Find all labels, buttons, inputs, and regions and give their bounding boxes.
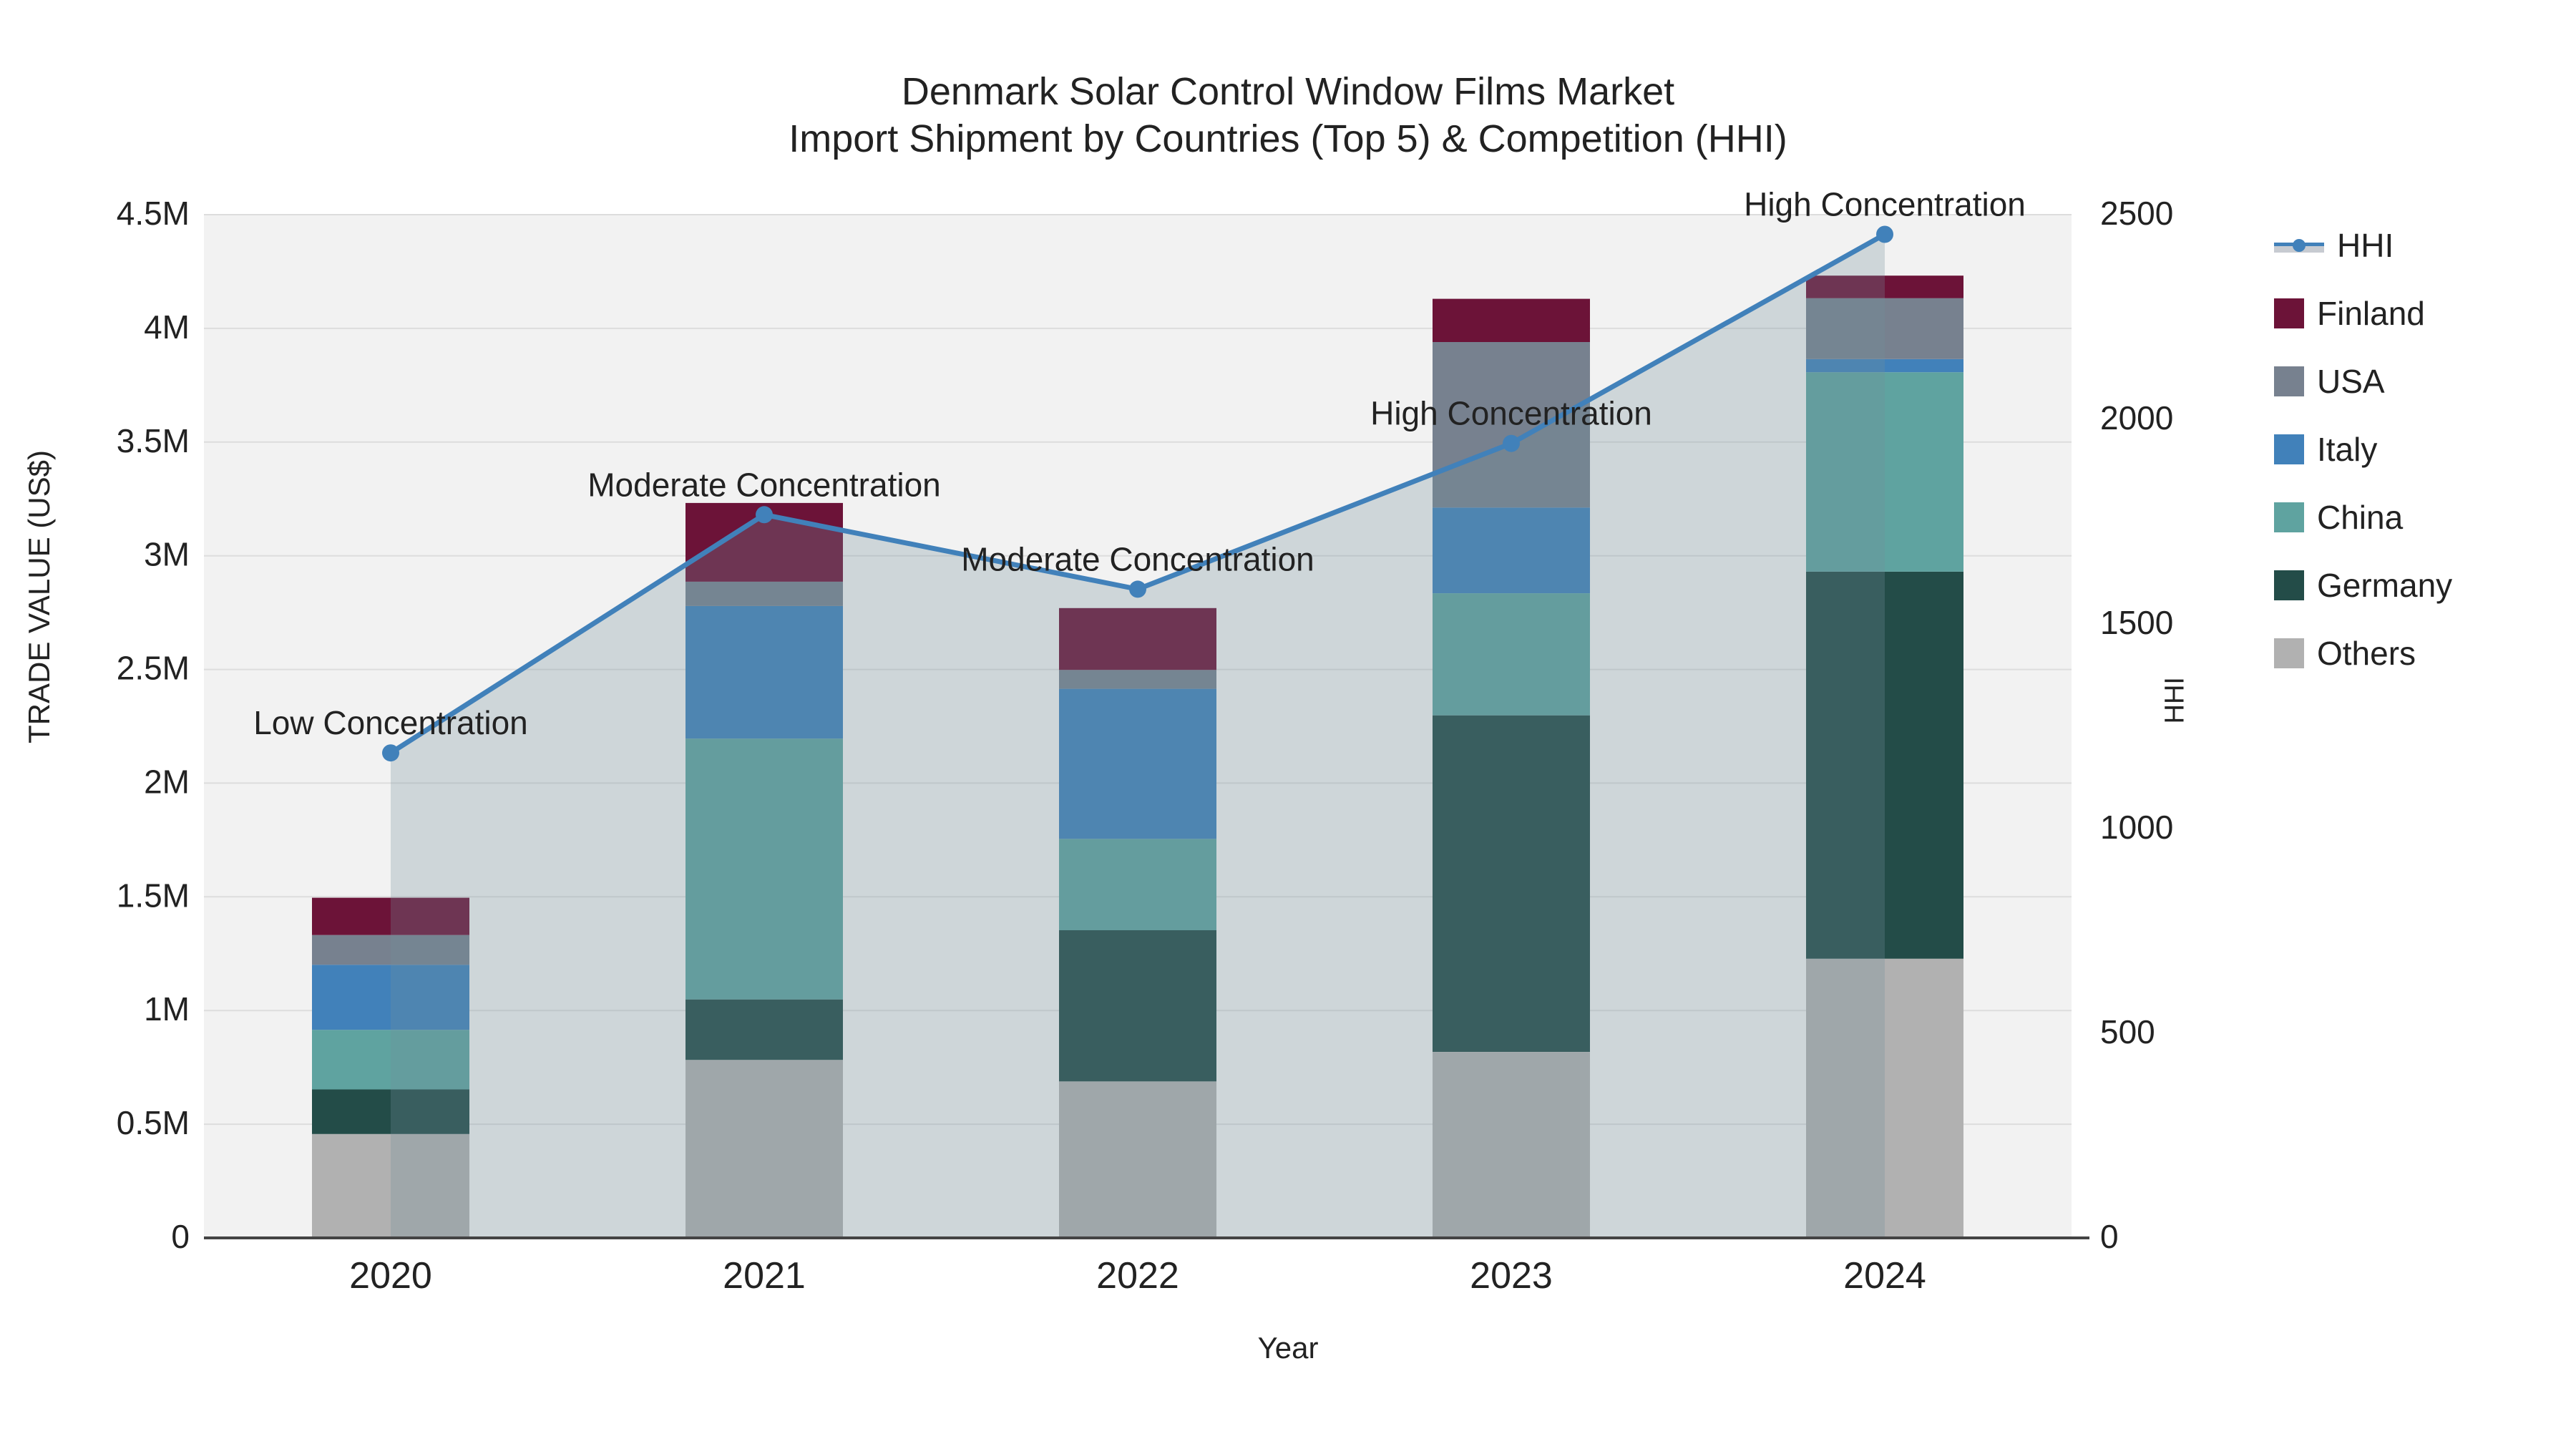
svg-text:2M: 2M bbox=[144, 763, 190, 800]
svg-text:4.5M: 4.5M bbox=[117, 195, 190, 232]
svg-text:0: 0 bbox=[171, 1218, 190, 1255]
svg-text:1500: 1500 bbox=[2100, 604, 2173, 641]
svg-text:0: 0 bbox=[2100, 1218, 2119, 1255]
svg-text:2021: 2021 bbox=[723, 1255, 806, 1297]
svg-text:2500: 2500 bbox=[2100, 195, 2173, 232]
svg-text:1000: 1000 bbox=[2100, 809, 2173, 846]
svg-text:0.5M: 0.5M bbox=[117, 1104, 190, 1141]
svg-text:2023: 2023 bbox=[1470, 1255, 1553, 1297]
svg-text:3M: 3M bbox=[144, 536, 190, 573]
svg-text:500: 500 bbox=[2100, 1013, 2155, 1050]
svg-text:High Concentration: High Concentration bbox=[1744, 186, 2026, 223]
svg-text:3.5M: 3.5M bbox=[117, 422, 190, 459]
svg-text:2.5M: 2.5M bbox=[117, 650, 190, 687]
svg-text:2024: 2024 bbox=[1843, 1255, 1926, 1297]
svg-text:2000: 2000 bbox=[2100, 399, 2173, 436]
svg-text:2020: 2020 bbox=[349, 1255, 432, 1297]
svg-text:Moderate Concentration: Moderate Concentration bbox=[961, 540, 1314, 577]
svg-text:1M: 1M bbox=[144, 990, 190, 1028]
svg-text:Low Concentration: Low Concentration bbox=[253, 704, 528, 741]
svg-text:4M: 4M bbox=[144, 308, 190, 346]
svg-text:1.5M: 1.5M bbox=[117, 877, 190, 914]
svg-text:2022: 2022 bbox=[1096, 1255, 1179, 1297]
svg-text:High Concentration: High Concentration bbox=[1370, 395, 1652, 432]
svg-text:Moderate Concentration: Moderate Concentration bbox=[587, 466, 941, 503]
